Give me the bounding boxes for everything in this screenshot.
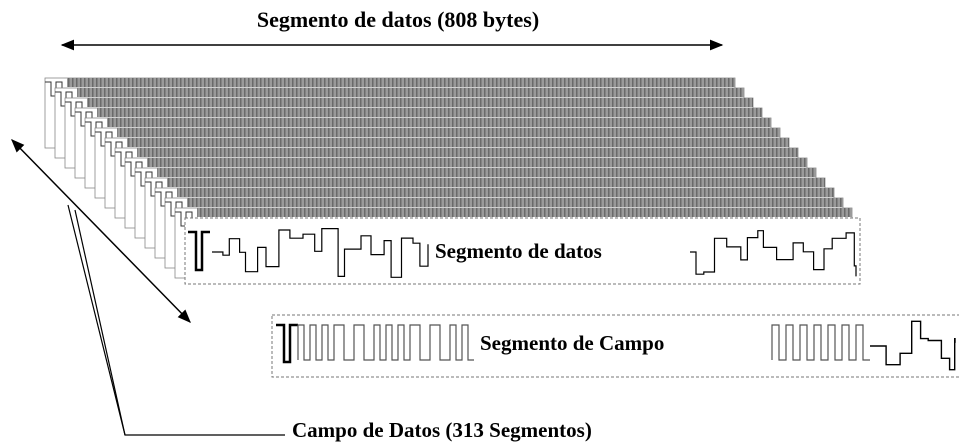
waveform <box>870 320 956 371</box>
segment-strip <box>97 108 762 117</box>
square-wave <box>771 324 870 361</box>
segment-strip <box>177 188 834 197</box>
segment-strip <box>107 118 771 127</box>
segment-stack <box>44 77 853 279</box>
field-waveform <box>276 320 956 371</box>
segment-strip <box>77 88 744 97</box>
square-wave <box>297 324 474 361</box>
waveform <box>690 230 857 277</box>
segment-strip <box>147 158 807 167</box>
pointer-line <box>74 209 126 436</box>
sync-pulse <box>188 230 210 272</box>
waveform <box>212 228 429 278</box>
segment-strip <box>137 148 798 157</box>
segment-strip <box>117 128 780 137</box>
data-segment-label: Segmento de datos <box>435 239 602 263</box>
segment-strip <box>87 98 753 107</box>
segment-strip <box>187 198 843 207</box>
depth-arrow <box>11 139 191 323</box>
sync-pulse <box>276 323 298 364</box>
title: Segmento de datos (808 bytes) <box>257 7 539 32</box>
segment-strip <box>67 78 735 87</box>
data-field-label: Campo de Datos (313 Segmentos) <box>292 418 592 442</box>
segment-strip <box>157 168 816 177</box>
field-segment-label: Segmento de Campo <box>480 331 664 355</box>
data-waveform <box>188 228 857 278</box>
segment-strip <box>127 138 789 147</box>
segment-strip <box>197 208 852 217</box>
segment-strip <box>167 178 825 187</box>
